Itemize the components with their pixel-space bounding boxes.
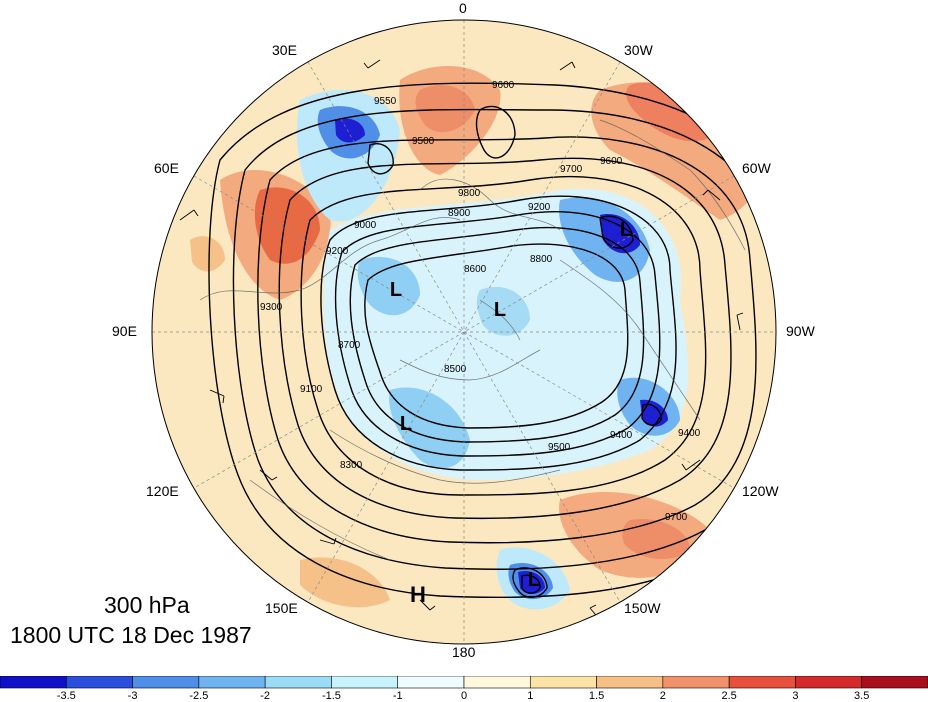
contour-label: 9000 (354, 220, 377, 231)
coastlines (199, 119, 746, 561)
colorbar-tick-label: 1 (527, 690, 534, 702)
contour-label: 9400 (678, 428, 701, 439)
pressure-level-label: 300 hPa (104, 592, 190, 618)
contour-label: 8600 (464, 264, 487, 275)
colorbar-tick-label: -2.5 (189, 690, 209, 702)
lon-label-150w: 150W (624, 600, 661, 616)
contour-label: 9200 (528, 202, 551, 213)
colorbar-segment (132, 676, 200, 689)
contour-label: 9200 (326, 246, 349, 257)
contour-label: 9800 (458, 188, 481, 199)
lon-label-120e: 120E (146, 483, 179, 499)
pressure-center-markers: H L L L L L (390, 219, 632, 607)
contour-label: 8300 (340, 460, 363, 471)
contour-label: 9100 (300, 384, 323, 395)
colorbar-tick-label: 2.5 (721, 690, 737, 702)
colorbar-tick-label: 3.5 (854, 690, 870, 702)
graticule (152, 20, 776, 644)
positive-anomaly-shading (190, 66, 763, 608)
low-pressure-marker: L (528, 569, 540, 591)
colorbar-segment (331, 676, 399, 689)
lon-label-0: 0 (459, 0, 467, 16)
colorbar-tick-label: -1.5 (321, 690, 341, 702)
low-pressure-marker: L (620, 219, 632, 241)
contour-label: 9600 (492, 80, 515, 91)
colorbar-segment (662, 676, 730, 689)
lon-label-30e: 30E (272, 42, 297, 58)
high-pressure-marker: H (410, 582, 426, 607)
lon-label-30w: 30W (624, 42, 653, 58)
colorbar-segment (861, 676, 928, 689)
contour-label: 8900 (448, 208, 471, 219)
colorbar-segment (65, 676, 133, 689)
colorbar-segment (397, 676, 465, 689)
colorbar-tick-label: -3 (127, 690, 138, 702)
contour-label: 9550 (374, 96, 397, 107)
contour-label: 8800 (530, 254, 553, 265)
colorbar-tick-label: 1.5 (588, 690, 605, 702)
colorbar-tick-label: -3.5 (56, 690, 76, 702)
height-contours (208, 82, 776, 599)
contour-label: 8500 (444, 364, 467, 375)
contour-label: 9300 (260, 302, 283, 313)
colorbar-segment (728, 676, 796, 689)
contour-label: 9600 (600, 156, 623, 167)
colorbar-segment (795, 676, 863, 689)
contour-label: 9700 (665, 512, 688, 523)
wind-barbs (179, 59, 744, 621)
lon-label-90e: 90E (112, 323, 137, 339)
colorbar-tick-label: -1 (392, 690, 403, 702)
low-pressure-marker: L (390, 279, 402, 301)
colorbar-tick-label: 2 (659, 690, 666, 702)
low-pressure-marker: L (400, 413, 412, 435)
colorbar-segment (463, 676, 531, 689)
lon-label-120w: 120W (742, 483, 779, 499)
lon-label-180: 180 (452, 644, 476, 660)
low-pressure-marker: L (494, 299, 506, 321)
colorbar-tick-label: 0 (460, 690, 468, 702)
lon-label-150e: 150E (265, 600, 298, 616)
valid-time-label: 1800 UTC 18 Dec 1987 (10, 622, 252, 648)
colorbar-tick-label: 3 (792, 690, 799, 702)
colorbar-segment (529, 676, 597, 689)
lon-label-60w: 60W (742, 160, 771, 176)
contour-label: 8700 (338, 340, 361, 351)
colorbar-segment (264, 676, 332, 689)
map-boundary (151, 19, 777, 645)
colorbar-segment (0, 676, 67, 689)
colorbar (0, 676, 928, 689)
contour-label: 9700 (560, 164, 583, 175)
contour-label-layer: 9600 9550 9500 9200 9000 8900 8600 8800 8700 8500… (260, 80, 701, 523)
colorbar-segment (596, 676, 664, 689)
lon-label-90w: 90W (786, 323, 815, 339)
colorbar-tick-label: -2 (260, 690, 271, 702)
contour-label: 9500 (548, 442, 571, 453)
colorbar-segment (198, 676, 266, 689)
lon-label-60e: 60E (154, 160, 179, 176)
contour-label: 9400 (610, 430, 633, 441)
contour-label: 9500 (412, 136, 435, 147)
